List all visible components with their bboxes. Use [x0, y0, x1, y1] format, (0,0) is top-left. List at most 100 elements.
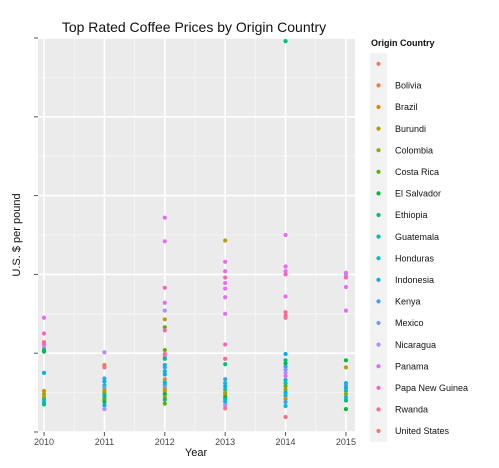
data-point: [223, 342, 228, 347]
data-point: [283, 381, 288, 386]
data-point: [343, 284, 349, 290]
data-point: [283, 39, 288, 44]
data-point: [343, 358, 349, 363]
data-point: [41, 342, 47, 347]
legend-swatch: [376, 126, 381, 131]
legend-label: Brazil: [395, 102, 418, 112]
legend-swatch: [376, 104, 381, 110]
data-point: [283, 269, 288, 274]
data-point: [223, 356, 228, 361]
legend-label: Papa New Guinea: [395, 383, 468, 393]
data-point: [343, 395, 349, 400]
data-point: [102, 376, 107, 381]
data-point: [41, 388, 47, 394]
legend-swatch: [376, 385, 381, 390]
data-point: [283, 294, 288, 299]
legend-swatch: [376, 256, 381, 261]
legend-swatch: [376, 234, 381, 239]
data-point: [283, 315, 288, 320]
legend-swatch: [376, 61, 381, 66]
data-point: [162, 347, 167, 353]
data-point: [283, 393, 288, 398]
legend-title: Origin Country: [371, 38, 435, 48]
data-point: [343, 392, 349, 397]
data-point: [223, 286, 228, 291]
data-point: [343, 398, 349, 403]
data-point: [162, 308, 167, 313]
data-points: [41, 39, 349, 420]
data-point: [343, 385, 349, 390]
legend-swatch: [376, 428, 381, 434]
data-point: [162, 300, 167, 305]
data-point: [283, 396, 288, 402]
data-point: [41, 392, 47, 397]
data-point: [162, 285, 167, 290]
x-axis-title: Year: [185, 447, 208, 459]
legend-label: Honduras: [395, 253, 435, 263]
legend-items: Bolivia Brazil Burundi Colombia Costa Rica El…: [370, 53, 468, 442]
data-point: [102, 379, 107, 384]
legend-swatch: [376, 299, 381, 304]
legend-label: El Salvador: [395, 189, 441, 199]
chart-title: Top Rated Coffee Prices by Origin Countr…: [62, 19, 326, 35]
data-point: [283, 414, 288, 420]
data-point: [162, 397, 167, 402]
data-point: [283, 364, 288, 369]
data-point: [283, 399, 288, 405]
data-point: [162, 325, 167, 330]
data-point: [162, 356, 167, 361]
minor-gridlines: [38, 38, 355, 432]
data-point: [283, 370, 288, 375]
data-point: [283, 384, 288, 389]
data-point: [41, 370, 47, 375]
data-point: [343, 308, 349, 313]
data-point: [343, 388, 349, 394]
data-point: [162, 215, 167, 220]
data-point: [343, 365, 349, 370]
x-tick-label: 2014: [276, 437, 296, 447]
data-point: [283, 361, 288, 366]
data-point: [223, 311, 228, 316]
data-point: [162, 369, 167, 374]
data-point: [41, 402, 47, 407]
legend-label: Guatemala: [395, 232, 439, 242]
y-axis-ticks: [34, 37, 38, 433]
data-point: [283, 403, 288, 409]
data-point: [223, 381, 228, 386]
data-point: [283, 367, 288, 372]
data-point: [41, 349, 47, 354]
legend-label: Panama: [395, 361, 429, 371]
data-point: [223, 403, 228, 408]
data-point: [283, 232, 288, 238]
data-point: [283, 377, 288, 383]
data-point: [283, 310, 288, 315]
legend-label: Rwanda: [395, 405, 428, 415]
legend-swatch: [376, 191, 381, 196]
data-point: [41, 331, 47, 336]
legend-label: Costa Rica: [395, 167, 439, 177]
x-axis-ticks: 2010 2011 2012 2013 2014 2015: [34, 432, 356, 447]
data-point: [223, 259, 228, 264]
data-point: [223, 295, 228, 300]
legend-swatch: [376, 364, 381, 369]
legend-label: Indonesia: [395, 275, 434, 285]
legend-swatch: [376, 277, 381, 282]
data-point: [283, 351, 288, 357]
legend-label: Nicaragua: [395, 340, 436, 350]
data-point: [223, 275, 228, 280]
data-point: [283, 387, 288, 392]
data-point: [102, 407, 107, 412]
data-point: [162, 317, 167, 322]
legend-label: Burundi: [395, 124, 426, 134]
data-point: [162, 401, 167, 406]
x-tick-label: 2015: [336, 437, 356, 447]
data-point: [223, 384, 228, 389]
data-point: [283, 358, 288, 363]
data-point: [102, 403, 107, 408]
x-tick-label: 2013: [215, 437, 235, 447]
legend-swatch: [376, 212, 381, 218]
legend-label: Colombia: [395, 145, 433, 155]
data-point: [283, 272, 288, 277]
data-point: [223, 387, 228, 392]
data-point: [162, 392, 167, 397]
